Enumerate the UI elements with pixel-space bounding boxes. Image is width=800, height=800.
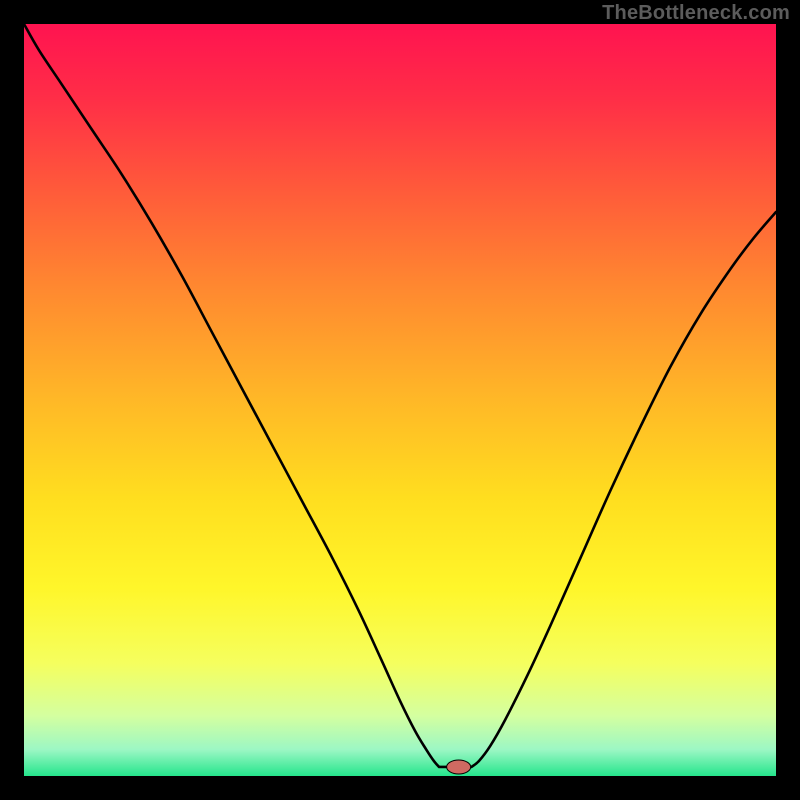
watermark-label: TheBottleneck.com [602,2,790,25]
gradient-background [24,24,776,776]
chart-frame: TheBottleneck.com [0,0,800,800]
optimum-marker [447,760,471,774]
plot-area [24,24,776,776]
bottleneck-chart [24,24,776,776]
